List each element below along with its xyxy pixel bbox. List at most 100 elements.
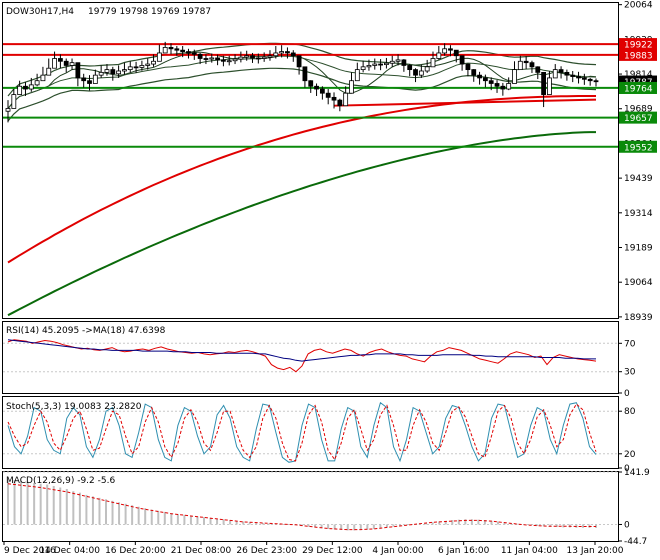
trendline: [333, 98, 597, 107]
rsi-line: [7, 339, 597, 373]
level-label-bg: [619, 111, 657, 124]
y-tick-label: 19064: [624, 278, 653, 288]
ema-green-line: [7, 131, 596, 317]
candle-body: [273, 52, 279, 57]
y-tick-label: 19314: [624, 209, 653, 219]
candle-body: [360, 66, 366, 71]
candle-body: [174, 48, 180, 51]
macd-title: MACD(12,26,9) -9.2 -5.6: [6, 476, 115, 486]
candle-body: [343, 92, 349, 107]
candle-body: [156, 52, 162, 62]
candle-body: [145, 63, 151, 66]
candle-body: [436, 52, 442, 59]
main-chart-ohlc: 19779 19798 19769 19787: [88, 7, 211, 17]
candle-body: [302, 66, 308, 82]
candle-body: [92, 74, 98, 84]
x-tick-label: 16 Dec 20:00: [105, 546, 166, 556]
macd-tick-label: 0: [624, 520, 630, 530]
candle-body: [28, 84, 34, 90]
candle-body: [413, 69, 418, 76]
candle-body: [564, 71, 570, 76]
stoch-main-line: [7, 401, 597, 463]
candle-body: [75, 62, 81, 79]
candle-body: [133, 66, 139, 69]
candle-body: [541, 71, 547, 95]
candle-body: [221, 59, 226, 62]
rsi-title: RSI(14) 45.2095 ->MA(18) 47.6398: [6, 326, 166, 336]
candle-body: [401, 59, 407, 66]
candle-body: [349, 80, 354, 94]
rsi-tick-label: 30: [624, 368, 636, 378]
candle-body: [529, 62, 535, 68]
candle-body: [23, 85, 28, 90]
stoch-title: Stoch(5,3,3) 19.0083 23.2820: [6, 402, 142, 412]
y-tick-label: 19189: [624, 244, 653, 254]
level-label-bg: [619, 140, 657, 153]
candle-body: [116, 70, 122, 75]
stoch-tick-label: 20: [624, 450, 636, 460]
candle-body: [238, 56, 244, 60]
candle-body: [244, 55, 250, 58]
candle-body: [512, 69, 517, 84]
candle-body: [506, 83, 512, 90]
candle-body: [162, 47, 168, 54]
candle-body: [442, 48, 448, 54]
candle-body: [290, 52, 296, 57]
candle-body: [5, 108, 11, 112]
price-label: 19764: [624, 84, 653, 94]
candle-body: [11, 94, 17, 109]
oscillator-layer: [7, 339, 597, 531]
candle-body: [354, 69, 360, 82]
rsi-tick-label: 0: [624, 389, 630, 399]
candle-body: [296, 55, 302, 68]
candle-body: [314, 85, 319, 90]
stoch-panel-frame: [2, 396, 619, 469]
level-label-bg: [619, 38, 657, 51]
candle-body: [430, 58, 436, 68]
candle-body: [250, 55, 255, 59]
candle-body: [465, 63, 471, 71]
candle-body: [17, 85, 23, 95]
indicator-layer: [7, 42, 597, 317]
y-axis-labels: 2006419939198141968919564194391931419189…: [618, 1, 657, 547]
candle-body: [87, 80, 92, 84]
candle-body: [372, 63, 378, 66]
macd-tick-label: 141.9: [624, 468, 650, 478]
candle-body: [500, 85, 506, 90]
candle-body: [232, 58, 238, 62]
macd-tick-label: -44.7: [624, 537, 647, 547]
candle-body: [547, 77, 552, 95]
candle-body: [337, 99, 343, 107]
y-tick-label: 19689: [624, 105, 653, 115]
x-tick-label: 11 Jan 04:00: [501, 546, 558, 556]
candle-body: [576, 76, 581, 79]
candle-body: [139, 65, 145, 68]
candle-body: [52, 58, 57, 69]
candle-body: [209, 57, 215, 60]
level-label: 19657: [624, 114, 653, 124]
y-tick-label: 20064: [624, 1, 653, 11]
candle-body: [63, 60, 69, 66]
x-tick-label: 14 Dec 04:00: [39, 546, 100, 556]
candle-body: [319, 88, 325, 94]
candle-body: [535, 66, 541, 73]
candle-body: [523, 60, 529, 64]
candle-body: [104, 69, 110, 73]
rsi-tick-label: 70: [624, 339, 636, 349]
level-label: 19552: [624, 143, 653, 153]
level-label: 19922: [624, 41, 653, 51]
candle-body: [168, 47, 174, 50]
candle-body: [593, 80, 599, 83]
ema-red-line: [7, 95, 596, 264]
candle-body: [197, 53, 203, 59]
candle-body: [366, 65, 372, 68]
candles: [5, 41, 599, 123]
y-tick-label: 18939: [624, 313, 653, 323]
candle-body: [191, 52, 197, 55]
candle-body: [331, 96, 337, 101]
candle-body: [453, 49, 459, 57]
candle-body: [308, 80, 314, 87]
candle-body: [558, 69, 564, 73]
